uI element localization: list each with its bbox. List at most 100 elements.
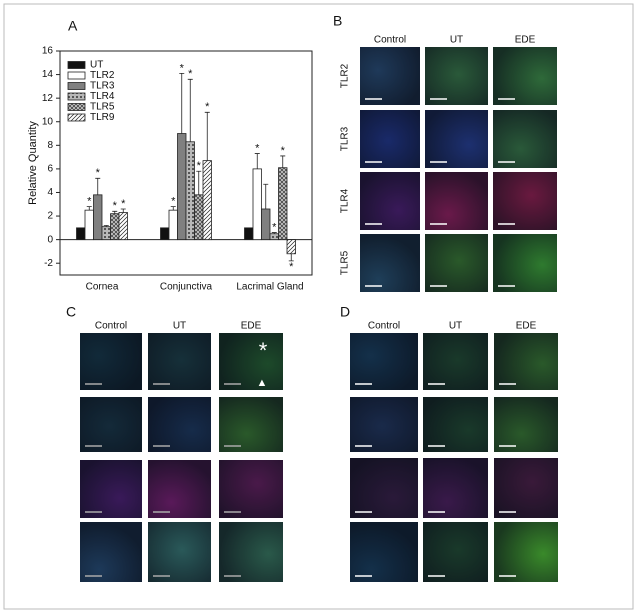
y-tick-label: 10 — [42, 116, 54, 127]
figure-frame — [3, 3, 634, 610]
y-tick-label: 6 — [47, 164, 53, 175]
y-tick-label: 8 — [47, 140, 53, 151]
y-tick-label: 14 — [42, 69, 54, 80]
micrograph — [423, 522, 488, 582]
row-label: TLR3 — [340, 126, 351, 151]
micrograph — [219, 333, 283, 390]
micrograph-overlay — [350, 333, 418, 390]
column-label: EDE — [515, 35, 536, 46]
micrograph-overlay — [80, 460, 142, 518]
column-label: UT — [450, 35, 463, 46]
micrograph-overlay — [494, 333, 558, 390]
micrograph — [425, 172, 488, 230]
micrograph — [80, 397, 142, 452]
legend-swatch — [67, 113, 86, 122]
row-label: TLR2 — [340, 63, 351, 88]
micrograph-overlay — [350, 397, 418, 452]
bar — [202, 160, 212, 241]
bar — [278, 167, 288, 241]
x-tick-label: Lacrimal Gland — [236, 282, 303, 293]
micrograph-overlay — [80, 522, 142, 582]
error-bar — [196, 170, 202, 195]
micrograph-overlay — [360, 172, 420, 230]
micrograph-overlay — [148, 333, 211, 390]
bar — [76, 227, 86, 241]
legend-label: TLR3 — [90, 81, 115, 92]
micrograph — [219, 397, 283, 452]
micrograph-overlay — [148, 397, 211, 452]
micrograph-overlay — [425, 234, 488, 292]
column-label: UT — [449, 321, 462, 332]
column-label: UT — [173, 321, 186, 332]
column-label: EDE — [516, 321, 537, 332]
significance-mark: * — [171, 196, 176, 208]
micrograph — [148, 460, 211, 518]
micrograph — [360, 234, 420, 292]
micrograph-overlay — [423, 522, 488, 582]
legend-swatch — [67, 71, 86, 80]
micrograph-overlay — [423, 397, 488, 452]
error-bar — [204, 111, 210, 161]
micrograph — [493, 172, 557, 230]
micrograph — [423, 458, 488, 518]
error-bar — [271, 232, 277, 234]
bar — [286, 239, 296, 255]
significance-mark: * — [121, 198, 126, 210]
micrograph — [493, 234, 557, 292]
significance-mark: * — [96, 167, 101, 179]
significance-mark: * — [289, 261, 294, 273]
error-bar — [254, 153, 260, 169]
bar — [252, 168, 262, 241]
x-tick-label: Cornea — [86, 282, 119, 293]
legend-label: TLR9 — [90, 112, 115, 123]
error-bar — [120, 208, 126, 213]
bar — [177, 133, 187, 241]
panel-label: B — [333, 13, 342, 29]
y-tick-label: 4 — [47, 187, 53, 198]
error-bar — [112, 210, 118, 214]
error-bar — [263, 183, 269, 209]
micrograph-overlay — [148, 460, 211, 518]
micrograph-overlay — [350, 522, 418, 582]
significance-mark: * — [197, 160, 202, 172]
significance-mark: * — [113, 200, 118, 212]
micrograph — [350, 458, 418, 518]
image-annotation: * — [259, 338, 268, 363]
y-tick-label: 2 — [47, 211, 53, 222]
column-label: EDE — [241, 321, 262, 332]
micrograph — [494, 522, 558, 582]
bar — [244, 227, 254, 241]
micrograph-overlay — [494, 522, 558, 582]
micrograph-overlay — [80, 397, 142, 452]
bar — [269, 233, 279, 241]
micrograph-overlay — [219, 460, 283, 518]
row-label: TLR4 — [340, 188, 351, 213]
micrograph-overlay — [423, 458, 488, 518]
panel-label: D — [340, 304, 350, 320]
bar — [101, 226, 111, 241]
micrograph-overlay — [360, 234, 420, 292]
error-bar — [288, 253, 294, 262]
micrograph — [425, 234, 488, 292]
micrograph-overlay — [493, 172, 557, 230]
row-label: TLR5 — [340, 250, 351, 275]
legend-swatch — [67, 61, 86, 69]
micrograph — [494, 458, 558, 518]
significance-mark: * — [180, 62, 185, 74]
micrograph — [350, 397, 418, 452]
bar — [168, 209, 178, 241]
bar — [185, 141, 195, 241]
micrograph-overlay — [494, 458, 558, 518]
bar — [110, 213, 120, 241]
micrograph — [494, 333, 558, 390]
micrograph — [350, 522, 418, 582]
y-tick-label: 12 — [42, 93, 54, 104]
micrograph-overlay — [219, 333, 283, 390]
significance-mark: * — [281, 145, 286, 157]
micrograph-overlay — [425, 110, 488, 168]
y-tick-label: -2 — [44, 258, 53, 269]
micrograph — [423, 333, 488, 390]
y-axis-title: Relative Quantity — [27, 121, 39, 205]
significance-mark: * — [272, 221, 277, 233]
